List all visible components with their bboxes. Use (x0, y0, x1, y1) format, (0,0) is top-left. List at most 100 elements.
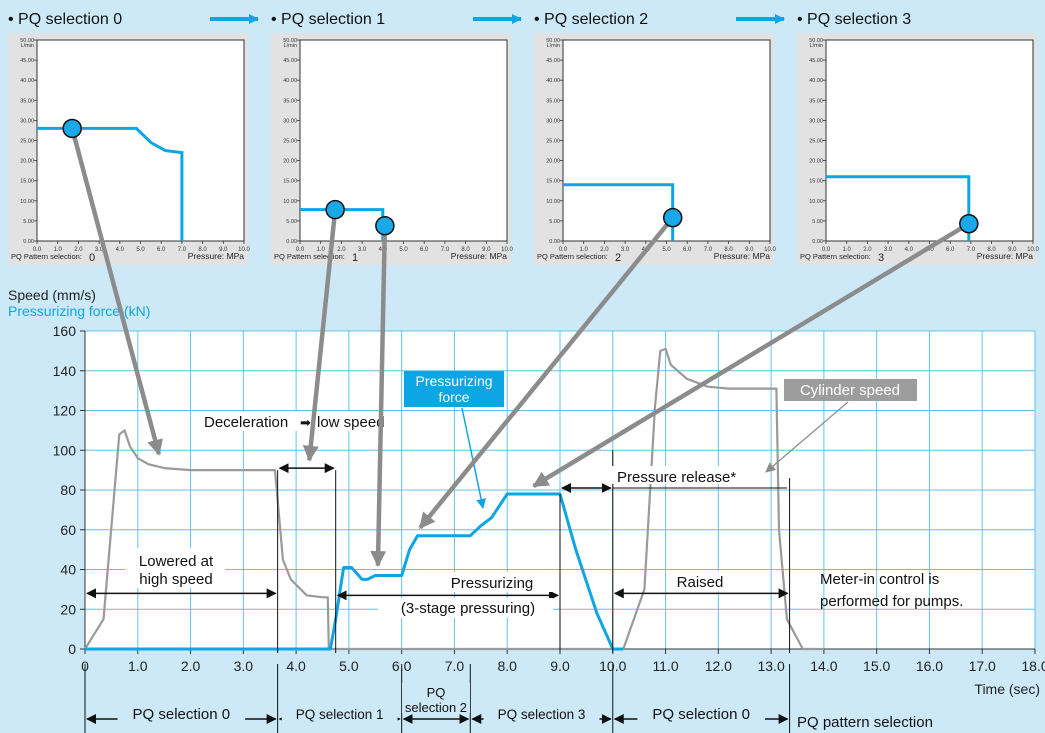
panel-x-tick-label: 8.0 (987, 247, 996, 253)
panel-y-tick-label: 0.00 (549, 239, 560, 245)
pointer-arrow (302, 209, 338, 462)
panel-x-tick-label: 1.0 (843, 247, 852, 253)
panel-x-tick-label: 5.0 (662, 247, 671, 253)
panel-x-tick-label: 3.0 (95, 247, 104, 253)
main-chart: 01.02.03.04.05.06.07.08.09.010.011.012.0… (8, 287, 1045, 697)
panel-y-tick-label: 10.00 (809, 199, 823, 205)
x-tick-label: 8.0 (497, 658, 517, 674)
panel-y-tick-label: 15.00 (283, 179, 297, 185)
panel-x-tick-label: 1.0 (317, 247, 326, 253)
panel-y-unit: L/min (547, 43, 560, 49)
panel-y-tick-label: 0.00 (23, 239, 34, 245)
force-callout-label-2: force (438, 389, 469, 405)
y-axis-label-force: Pressurizing force (kN) (8, 303, 150, 319)
pointer-arrow (370, 225, 388, 568)
y-tick-label: 100 (53, 442, 77, 458)
x-tick-label: 13.0 (757, 658, 784, 674)
panel-plot-area (562, 39, 771, 242)
panel-x-tick-label: 10.0 (501, 247, 513, 253)
panel-x-tick-label: 3.0 (621, 247, 630, 253)
panel-pattern-value: 2 (615, 252, 621, 264)
panel-y-tick-label: 30.00 (283, 118, 297, 124)
speed-callout-label: Cylinder speed (800, 382, 900, 399)
panel-pattern-value: 1 (352, 252, 358, 264)
panel-y-tick-label: 20.00 (20, 159, 34, 165)
x-tick-label: 17.0 (969, 658, 996, 674)
force-callout-label-1: Pressurizing (415, 373, 492, 389)
speed-callout-box (784, 379, 917, 401)
pattern-row: PQ selection 0 PQ selection 1 PQselection … (86, 683, 933, 731)
pq-panel-3: 0.00 5.00 10.00 15.00 20.00 25.00 30.00 35.00 40… (797, 33, 1039, 265)
y-tick-label: 160 (53, 323, 77, 339)
panel-x-tick-label: 1.0 (54, 247, 63, 253)
panel-y-tick-label: 10.00 (20, 199, 34, 205)
panel-y-tick-label: 45.00 (546, 58, 560, 64)
pq-panel-2: 0.00 5.00 10.00 15.00 20.00 25.00 30.00 35.00 40… (534, 33, 776, 265)
panel-y-tick-label: 50.00 (809, 38, 823, 44)
panel-heading: • PQ selection 0 (8, 11, 122, 28)
panel-y-tick-label: 25.00 (809, 139, 823, 145)
panel-y-tick-label: 10.00 (283, 199, 297, 205)
panel-y-tick-label: 50.00 (283, 38, 297, 44)
panel-y-unit: L/min (21, 43, 34, 49)
panel-y-tick-label: 40.00 (283, 78, 297, 84)
panel-y-tick-label: 25.00 (20, 139, 34, 145)
panel-y-tick-label: 30.00 (20, 118, 34, 124)
panel-y-tick-label: 50.00 (546, 38, 560, 44)
pressurizing-force-line (85, 492, 624, 651)
y-tick-label: 140 (53, 363, 77, 379)
panel-y-tick-label: 35.00 (809, 98, 823, 104)
panel-x-tick-label: 3.0 (884, 247, 893, 253)
pattern-label: PQ selection 1 (296, 707, 384, 722)
panel-x-tick-label: 6.0 (420, 247, 429, 253)
panel-x-unit: Pressure: MPa (188, 251, 244, 261)
panel-y-tick-label: 10.00 (546, 199, 560, 205)
panel-x-tick-label: 7.0 (704, 247, 713, 253)
pattern-label: selection 2 (405, 700, 467, 715)
panel-x-tick-label: 6.0 (946, 247, 955, 253)
panel-heading: • PQ selection 2 (534, 11, 648, 28)
panel-x-tick-label: 7.0 (967, 247, 976, 253)
x-tick-label: 16.0 (916, 658, 943, 674)
meter-in-label-1: Meter-in control is (820, 571, 939, 588)
force-callout-box (404, 371, 504, 407)
panel-y-tick-label: 0.00 (286, 239, 297, 245)
panel-x-tick-label: 10.0 (764, 247, 776, 253)
pattern-label: PQ selection 3 (498, 707, 586, 722)
y-tick-label: 80 (60, 482, 76, 498)
panel-plot-area (36, 39, 245, 242)
panel-x-tick-label: 0.0 (296, 247, 305, 253)
y-tick-label: 120 (53, 403, 77, 419)
panel-pattern-label: PQ Pattern selection: (11, 252, 82, 261)
y-tick-label: 60 (60, 522, 76, 538)
pointer-arrow (418, 216, 675, 530)
y-tick-label: 0 (68, 641, 76, 657)
panel-pq-curve (37, 126, 184, 241)
panel-pattern-label: PQ Pattern selection: (537, 252, 608, 261)
pq-panels: 0.005.0010.0015.0020.0025.0030.0035.0040… (8, 33, 1039, 265)
pointer-arrow (70, 127, 163, 456)
panel-x-tick-label: 9.0 (482, 247, 491, 253)
panel-x-tick-label: 4.0 (116, 247, 125, 253)
panel-x-tick-label: 1.0 (580, 247, 589, 253)
panel-x-tick-label: 5.0 (136, 247, 145, 253)
panel-x-tick-label: 3.0 (358, 247, 367, 253)
panel-y-tick-label: 5.00 (286, 219, 297, 225)
x-tick-label: 12.0 (705, 658, 732, 674)
x-tick-label: 15.0 (863, 658, 890, 674)
x-tick-label: 9.0 (550, 658, 570, 674)
deceleration-arrow-glyph: ➡ (300, 415, 311, 430)
panel-x-tick-label: 0.0 (559, 247, 568, 253)
panel-y-tick-label: 35.00 (20, 98, 34, 104)
cylinder-speed-line (84, 347, 824, 651)
panel-y-tick-label: 0.00 (812, 239, 823, 245)
panel-x-tick-label: 0.0 (33, 247, 42, 253)
panel-x-unit: Pressure: MPa (451, 251, 507, 261)
panel-x-tick-label: 8.0 (724, 247, 733, 253)
pattern-row-caption: PQ pattern selection (797, 714, 933, 731)
speed-callout-pointer (765, 401, 849, 473)
panel-x-tick-label: 9.0 (745, 247, 754, 253)
pressure-release-label: Pressure release* (617, 469, 736, 486)
